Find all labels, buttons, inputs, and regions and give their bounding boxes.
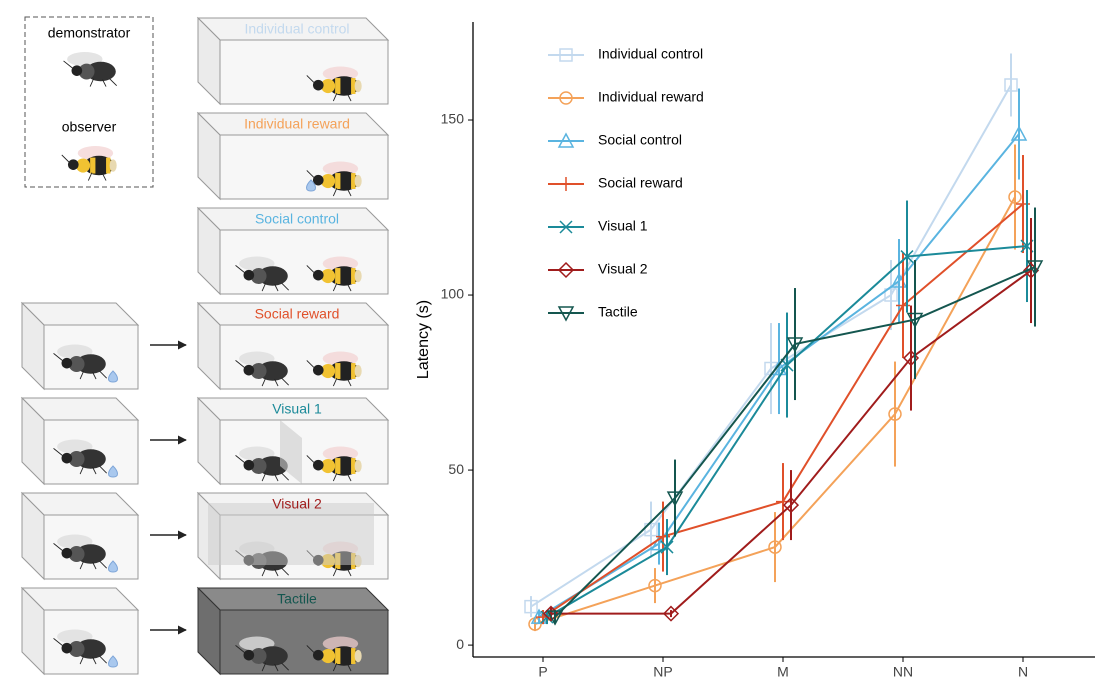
legend-marker xyxy=(557,132,575,148)
condition-label: Visual 2 xyxy=(272,496,322,512)
marker xyxy=(1004,78,1018,92)
marker xyxy=(648,578,662,593)
legend-label: Visual 1 xyxy=(598,218,648,234)
condition-label: Individual reward xyxy=(244,116,350,132)
marker xyxy=(900,250,914,264)
legend-label: Individual control xyxy=(598,46,703,62)
legend-marker xyxy=(559,220,573,234)
box: Tactile xyxy=(196,586,390,676)
legend-box xyxy=(24,16,154,188)
y-axis-title: Latency (s) xyxy=(415,300,432,379)
marker xyxy=(888,407,902,421)
observer-label: observer xyxy=(62,119,117,135)
legend-label: Individual reward xyxy=(598,89,704,105)
box: Visual 2 xyxy=(196,491,390,581)
box xyxy=(20,396,140,486)
y-tick-label: 100 xyxy=(441,286,465,302)
series xyxy=(530,88,1028,625)
x-tick-label: NN xyxy=(893,664,913,680)
condition-label: Visual 1 xyxy=(272,401,322,417)
marker xyxy=(662,605,680,622)
legend-marker xyxy=(557,306,575,322)
y-tick-label: 0 xyxy=(456,636,464,652)
series xyxy=(542,218,1040,622)
marker xyxy=(1008,190,1022,204)
legend-label: Visual 2 xyxy=(598,261,648,277)
box: Individual reward xyxy=(196,111,390,201)
diagram: demonstrator observer Individual control… xyxy=(20,16,390,676)
series xyxy=(540,190,1034,625)
box: Social control xyxy=(196,206,390,296)
marker xyxy=(782,497,800,514)
legend-marker xyxy=(559,91,573,105)
legend-label: Social control xyxy=(598,132,682,148)
y-tick-label: 50 xyxy=(448,461,464,477)
condition-label: Social control xyxy=(255,211,339,227)
legend-marker xyxy=(559,177,573,191)
marker xyxy=(1026,260,1044,276)
marker xyxy=(666,491,684,507)
x-tick-label: P xyxy=(538,664,547,680)
box xyxy=(20,491,140,581)
y-tick-label: 150 xyxy=(441,111,465,127)
series xyxy=(536,155,1030,625)
marker xyxy=(786,337,804,353)
marker xyxy=(644,522,658,537)
box: Social reward xyxy=(196,301,390,391)
x-tick-label: NP xyxy=(653,664,672,680)
marker xyxy=(768,540,782,554)
legend-marker xyxy=(559,48,573,62)
condition-label: Social reward xyxy=(255,306,340,322)
box xyxy=(20,586,140,676)
marker xyxy=(546,610,564,626)
legend-label: Tactile xyxy=(598,304,638,320)
legend-label: Social reward xyxy=(598,175,683,191)
demonstrator-label: demonstrator xyxy=(48,25,131,41)
legend-marker xyxy=(557,261,575,279)
box: Individual control xyxy=(196,16,390,106)
box: Visual 1 xyxy=(196,396,390,486)
condition-label: Tactile xyxy=(277,591,317,607)
marker xyxy=(906,312,924,329)
line xyxy=(551,269,1032,615)
x-tick-label: N xyxy=(1018,664,1028,680)
x-tick-label: M xyxy=(777,664,789,680)
series xyxy=(546,207,1044,626)
marker xyxy=(884,288,898,302)
marker xyxy=(1010,125,1028,141)
condition-label: Individual control xyxy=(244,21,349,37)
marker xyxy=(660,540,674,554)
box xyxy=(20,301,140,391)
